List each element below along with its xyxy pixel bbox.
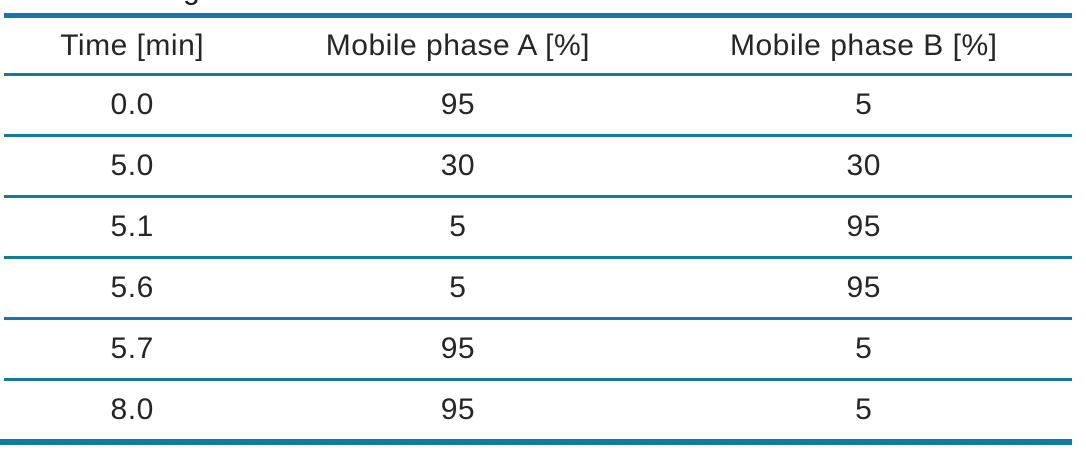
column-header-mobile-phase-b: Mobile phase B [%]	[729, 28, 998, 62]
row-separator-rule	[4, 317, 1072, 320]
table-cell-phase-b: 5	[855, 88, 873, 121]
table-row: 5.1 5 95	[4, 198, 1072, 256]
table-cell-phase-a: 95	[440, 88, 476, 121]
clipped-caption-fragment: g	[183, 0, 211, 8]
table-top-rule	[4, 13, 1072, 18]
column-header-mobile-phase-a: Mobile phase A [%]	[325, 28, 590, 62]
table-cell-time: 5.6	[110, 271, 154, 304]
table-row: 0.0 95 5	[4, 76, 1072, 134]
row-separator-rule	[4, 378, 1072, 381]
table-row: 5.6 5 95	[4, 259, 1072, 317]
table-cell-time: 8.0	[110, 393, 154, 426]
table-row: 5.0 30 30	[4, 137, 1072, 195]
column-header-time: Time [min]	[60, 28, 205, 62]
table-cell-phase-b: 5	[855, 393, 873, 426]
table-bottom-rule	[0, 439, 1072, 445]
table-cell-phase-a: 95	[440, 393, 476, 426]
clipped-glyph: g	[183, 0, 200, 7]
table-cell-phase-b: 5	[855, 332, 873, 365]
header-separator-rule	[4, 73, 1072, 76]
table-cell-phase-b: 95	[846, 210, 881, 243]
table-cell-phase-b: 95	[846, 271, 881, 304]
table-cell-phase-a: 5	[449, 271, 467, 304]
table-cell-phase-b: 30	[846, 149, 881, 182]
row-separator-rule	[4, 134, 1072, 137]
table-row: 5.7 95 5	[4, 320, 1072, 378]
table-cell-time: 0.0	[110, 88, 154, 121]
table-cell-phase-a: 30	[440, 149, 476, 182]
table-cell-time: 5.7	[110, 332, 154, 365]
table-cell-phase-a: 5	[449, 210, 467, 243]
row-separator-rule	[4, 195, 1072, 198]
row-separator-rule	[4, 256, 1072, 259]
table-cell-phase-a: 95	[440, 332, 476, 365]
table-row: 8.0 95 5	[4, 381, 1072, 439]
table-header-row: Time [min] Mobile phase A [%] Mobile pha…	[4, 18, 1072, 73]
table-cell-time: 5.1	[110, 210, 154, 243]
table-cell-time: 5.0	[110, 149, 154, 182]
